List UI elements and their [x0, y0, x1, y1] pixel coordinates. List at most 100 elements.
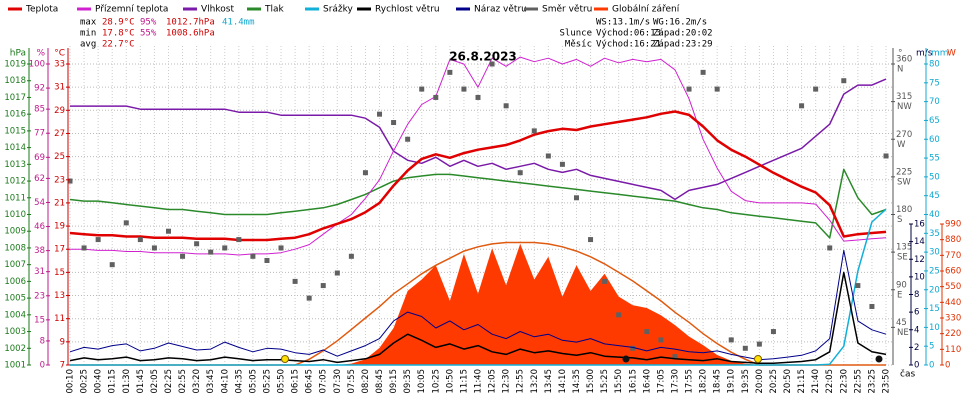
- sunrise-marker: [281, 355, 289, 363]
- direction-point: [644, 329, 650, 335]
- direction-point: [447, 69, 453, 75]
- direction-point: [714, 86, 720, 92]
- y-tick-label: 75: [929, 78, 940, 88]
- y-tick-label: 19: [54, 222, 65, 232]
- compass-label: NW: [897, 102, 912, 112]
- y-tick-label: 21: [54, 198, 65, 208]
- direction-point: [109, 262, 115, 268]
- x-tick-label: 11:40: [474, 369, 484, 394]
- direction-point: [123, 220, 129, 226]
- y-tick-label: 29: [54, 106, 65, 116]
- series-line: [69, 249, 887, 361]
- y-tick-label: 45: [929, 191, 940, 201]
- series-line: [70, 56, 887, 256]
- stat-text: 17.8°C: [102, 29, 135, 39]
- direction-point: [405, 136, 411, 142]
- direction-point: [531, 128, 537, 134]
- y-tick-label: 360: [896, 55, 912, 65]
- y-tick-label: 33: [54, 60, 65, 70]
- sun-moon-markers: [281, 355, 883, 363]
- y-tick-label: 12: [914, 255, 925, 265]
- y-tick-label: 7: [60, 361, 65, 371]
- x-tick-label: 13:20: [530, 369, 540, 394]
- y-tick-label: 54: [34, 198, 45, 208]
- y-tick-label: 1015: [4, 126, 26, 136]
- y-tick-label: 16: [914, 220, 925, 230]
- direction-point: [728, 337, 734, 343]
- y-tick-label: 8: [914, 290, 919, 300]
- x-tick-label: 12:30: [502, 369, 512, 394]
- x-tick-label: 01:15: [108, 369, 118, 394]
- legend-label: Náraz větru: [474, 5, 527, 15]
- direction-point: [95, 237, 101, 243]
- y-tick-label: 46: [34, 222, 45, 232]
- legend-label: Tlak: [264, 5, 285, 15]
- y-tick-label: 135: [896, 243, 912, 253]
- legend-label: Rychlost větru: [375, 5, 440, 15]
- x-tick-label: 00:40: [94, 369, 104, 394]
- y-tick-label: 85: [34, 105, 45, 115]
- sunset-marker: [754, 355, 762, 363]
- chart-title: 26.8.2023: [449, 50, 517, 64]
- direction-point: [278, 245, 284, 251]
- y-tick-label: 1001: [4, 361, 26, 371]
- stat-text: Východ:06:13: [596, 29, 661, 39]
- direction-point: [559, 161, 565, 167]
- legend-label: Srážky: [323, 5, 354, 15]
- stat-text: avg: [80, 40, 96, 50]
- y-tick-label: 20: [929, 285, 940, 295]
- direction-point: [827, 245, 833, 251]
- y-tick-label: 0: [945, 361, 950, 371]
- y-tick-label: 65: [929, 116, 940, 126]
- y-tick-label: 35: [929, 229, 940, 239]
- direction-point: [419, 86, 425, 92]
- y-tick-label: 220: [945, 329, 961, 339]
- y-tick-label: 60: [929, 135, 940, 145]
- series-line: [70, 78, 887, 201]
- y-tick-label: 315: [896, 92, 912, 102]
- y-tick-label: 1007: [4, 260, 26, 270]
- x-tick-label: 10:25: [431, 369, 441, 394]
- direction-point: [742, 345, 748, 351]
- direction-point: [264, 257, 270, 263]
- direction-point: [770, 329, 776, 335]
- axis-unit: mm: [931, 49, 949, 59]
- x-tick-label: 17:55: [685, 369, 695, 394]
- y-tick-label: 990: [945, 220, 961, 230]
- direction-point: [67, 178, 73, 184]
- compass-label: NE: [897, 328, 909, 338]
- legend-label: Teplota: [25, 5, 58, 15]
- direction-point: [658, 337, 664, 343]
- y-tick-label: 45: [896, 318, 907, 328]
- axis-unit: %: [36, 49, 45, 59]
- y-tick-label: 1016: [4, 110, 26, 120]
- y-tick-label: 330: [945, 314, 961, 324]
- x-tick-label: 23:25: [867, 369, 877, 394]
- y-tick-label: 5: [929, 342, 934, 352]
- x-tick-label: 06:45: [305, 369, 315, 394]
- compass-label: SW: [897, 177, 911, 187]
- direction-point: [630, 345, 636, 351]
- direction-point: [545, 153, 551, 159]
- compass-label: E: [897, 290, 902, 300]
- y-tick-label: 1003: [4, 327, 26, 337]
- series-line: [69, 110, 887, 242]
- y-tick-label: 440: [945, 298, 961, 308]
- y-tick-label: 38: [34, 246, 45, 256]
- legend: Teplota Přízemní teplota Vlhkost Tlak Srážky…: [8, 5, 680, 15]
- y-tick-label: 17: [54, 245, 65, 255]
- moonset-marker: [875, 355, 883, 363]
- direction-point: [306, 295, 312, 301]
- x-tick-label: 12:55: [516, 369, 526, 394]
- x-tick-label: 20:25: [769, 369, 779, 394]
- direction-point: [208, 249, 214, 255]
- y-tick-label: 2: [914, 343, 919, 353]
- x-tick-label: 15:00: [586, 369, 596, 394]
- stat-text: Měsíc: [565, 40, 592, 50]
- y-tick-label: 1017: [4, 93, 26, 103]
- stat-text: 22.7°C: [102, 40, 135, 50]
- x-tick-label: 17:30: [670, 369, 680, 394]
- y-tick-label: 0: [40, 361, 45, 371]
- direction-point: [799, 103, 805, 109]
- x-tick-label: 19:35: [741, 369, 751, 394]
